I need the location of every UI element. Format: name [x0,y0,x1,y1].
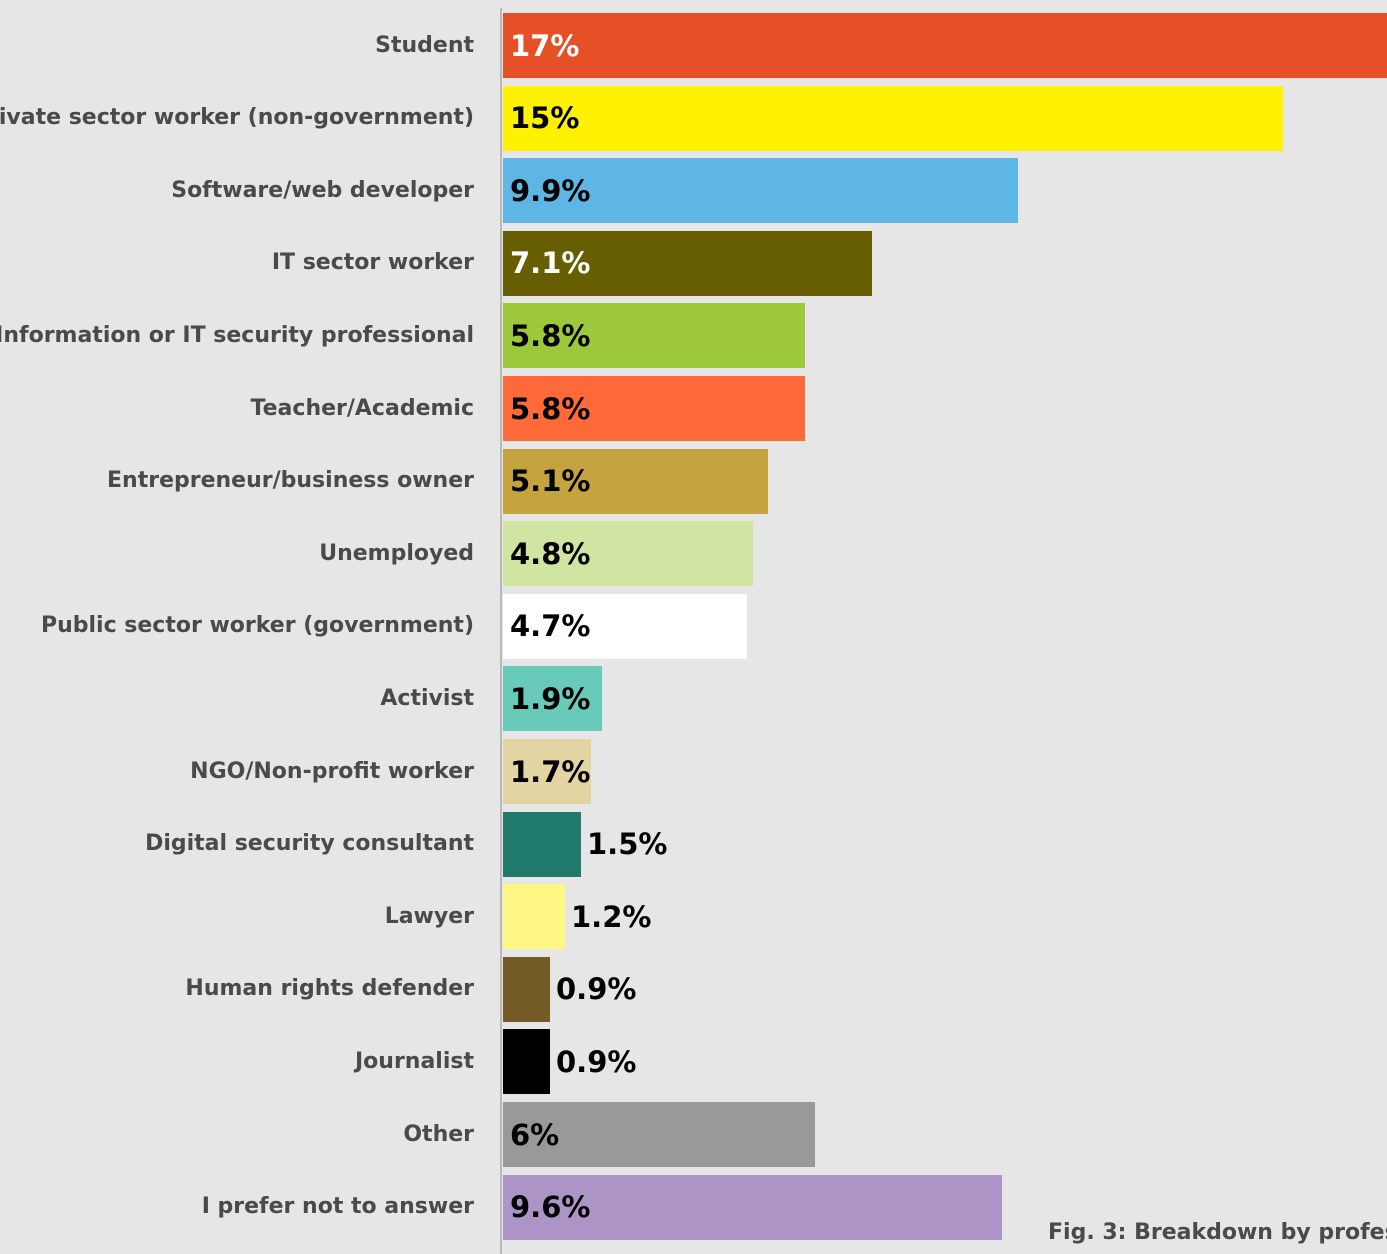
category-label: Software/web developer [171,177,474,203]
category-label: Digital security consultant [145,831,474,857]
figure-caption: Fig. 3: Breakdown by profession [1048,1220,1387,1245]
value-label: 1.2% [571,899,652,934]
value-label: 4.7% [510,609,591,644]
bar [503,739,591,804]
category-label: Unemployed [319,540,474,566]
category-label: I prefer not to answer [201,1194,474,1220]
category-label: IT sector worker [271,250,474,276]
value-label: 0.9% [556,1044,637,1079]
value-label: 1.5% [587,827,668,862]
bar [503,13,1387,78]
bar [503,1102,815,1167]
bar [503,158,1018,224]
category-label: Teacher/Academic [250,395,474,421]
bar [503,1029,550,1095]
bar [503,593,747,659]
category-label: NGO/Non-profit worker [190,758,474,784]
value-label: 15% [510,101,580,136]
value-label: 1.9% [510,681,591,716]
bar [503,956,550,1022]
value-label: 0.9% [556,972,637,1007]
value-label: 6% [510,1117,560,1152]
value-label: 17% [510,28,580,63]
category-label: Information or IT security professional [0,322,474,348]
category-label: Entrepreneur/business owner [107,468,474,494]
category-label: Private sector worker (non-government) [0,105,474,131]
category-label: Public sector worker (government) [40,613,474,639]
category-label: Student [375,32,474,58]
value-label: 5.8% [510,318,591,353]
bar [503,1174,1002,1240]
value-label: 5.1% [510,464,591,499]
value-label: 7.1% [510,246,591,281]
category-label: Lawyer [384,903,474,929]
value-label: 5.8% [510,391,591,426]
bar [503,303,805,369]
bar [503,230,872,296]
bar [503,85,1283,151]
bar [503,884,565,950]
value-label: 1.7% [510,754,591,789]
bar [503,811,581,877]
category-label: Activist [380,685,474,711]
bar [503,521,753,587]
axis-line [500,8,502,1254]
bar [503,376,805,441]
category-label: Journalist [354,1048,474,1074]
value-label: 4.8% [510,536,591,571]
category-label: Human rights defender [185,976,474,1002]
bar [503,666,602,732]
value-label: 9.6% [510,1190,591,1225]
value-label: 9.9% [510,173,591,208]
category-label: Other [403,1121,474,1147]
bar [503,448,768,514]
